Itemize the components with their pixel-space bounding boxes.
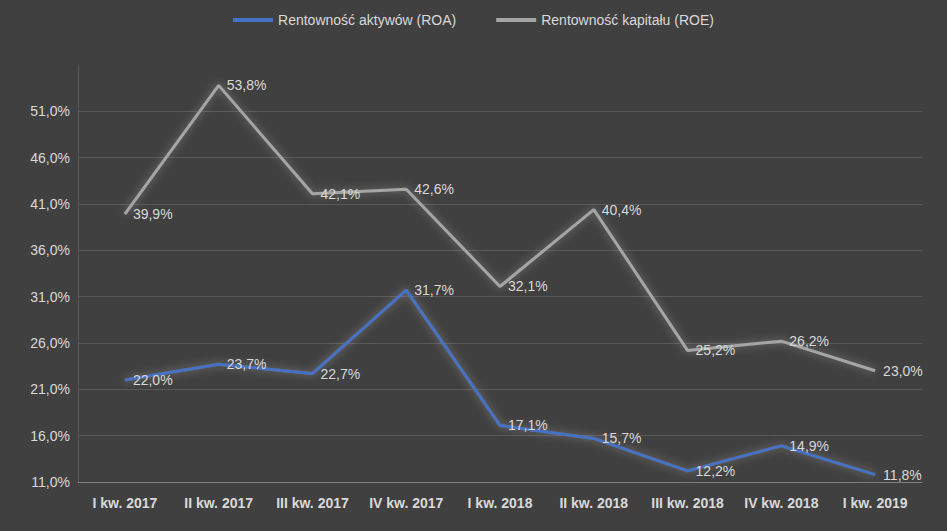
svg-text:II kw. 2018: II kw. 2018: [559, 495, 628, 511]
svg-text:11,8%: 11,8%: [883, 467, 922, 483]
svg-text:17,1%: 17,1%: [508, 417, 548, 433]
svg-text:11,0%: 11,0%: [31, 474, 70, 490]
svg-text:39,9%: 39,9%: [133, 206, 173, 222]
svg-text:36,0%: 36,0%: [30, 242, 70, 258]
svg-text:IV kw. 2018: IV kw. 2018: [744, 495, 818, 511]
svg-text:Rentowność kapitału (ROE): Rentowność kapitału (ROE): [541, 12, 714, 28]
svg-text:15,7%: 15,7%: [602, 430, 642, 446]
svg-text:41,0%: 41,0%: [30, 196, 70, 212]
svg-text:31,0%: 31,0%: [30, 289, 70, 305]
svg-text:III kw. 2017: III kw. 2017: [276, 495, 349, 511]
svg-text:32,1%: 32,1%: [508, 278, 548, 294]
svg-text:31,7%: 31,7%: [414, 282, 454, 298]
svg-text:40,4%: 40,4%: [602, 202, 642, 218]
svg-text:21,0%: 21,0%: [30, 381, 70, 397]
svg-text:12,2%: 12,2%: [696, 463, 736, 479]
svg-text:I kw. 2017: I kw. 2017: [92, 495, 157, 511]
svg-text:42,1%: 42,1%: [320, 186, 360, 202]
svg-text:26,0%: 26,0%: [30, 335, 70, 351]
svg-text:II kw. 2017: II kw. 2017: [184, 495, 253, 511]
svg-text:16,0%: 16,0%: [30, 428, 70, 444]
svg-text:42,6%: 42,6%: [414, 181, 454, 197]
svg-text:22,7%: 22,7%: [320, 366, 360, 382]
svg-text:Rentowność aktywów (ROA): Rentowność aktywów (ROA): [278, 12, 456, 28]
svg-text:23,7%: 23,7%: [227, 356, 267, 372]
svg-text:I kw. 2019: I kw. 2019: [843, 495, 908, 511]
svg-text:25,2%: 25,2%: [696, 342, 736, 358]
svg-text:23,0%: 23,0%: [883, 363, 923, 379]
svg-text:53,8%: 53,8%: [227, 77, 267, 93]
svg-text:46,0%: 46,0%: [30, 150, 70, 166]
svg-text:22,0%: 22,0%: [133, 372, 173, 388]
svg-text:14,9%: 14,9%: [789, 438, 829, 454]
svg-text:IV kw. 2017: IV kw. 2017: [369, 495, 443, 511]
svg-text:51,0%: 51,0%: [30, 103, 70, 119]
svg-text:I kw. 2018: I kw. 2018: [468, 495, 533, 511]
svg-text:26,2%: 26,2%: [789, 333, 829, 349]
svg-text:III kw. 2018: III kw. 2018: [651, 495, 724, 511]
